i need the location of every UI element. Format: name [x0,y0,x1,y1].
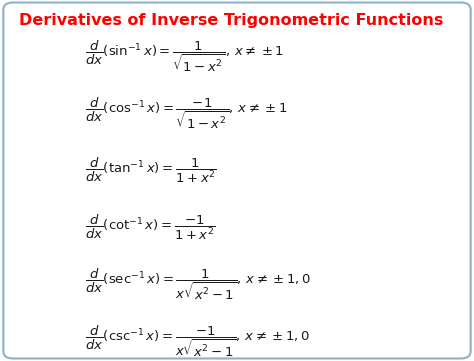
Text: $\dfrac{d}{dx}\left(\cos^{-1}x\right) = \dfrac{-1}{\sqrt{1-x^2}},\,x\neq\pm1$: $\dfrac{d}{dx}\left(\cos^{-1}x\right) = … [85,95,288,131]
Text: $\dfrac{d}{dx}\left(\tan^{-1}x\right) = \dfrac{1}{1+x^2}$: $\dfrac{d}{dx}\left(\tan^{-1}x\right) = … [85,155,217,185]
Text: $\dfrac{d}{dx}\left(\sin^{-1}x\right) = \dfrac{1}{\sqrt{1-x^2}},\,x\neq\pm1$: $\dfrac{d}{dx}\left(\sin^{-1}x\right) = … [85,38,284,74]
FancyBboxPatch shape [3,3,471,358]
Text: Derivatives of Inverse Trigonometric Functions: Derivatives of Inverse Trigonometric Fun… [19,13,443,28]
Text: $\dfrac{d}{dx}\left(\cot^{-1}x\right) = \dfrac{-1}{1+x^2}$: $\dfrac{d}{dx}\left(\cot^{-1}x\right) = … [85,212,216,242]
Text: $\dfrac{d}{dx}\left(\csc^{-1}x\right) = \dfrac{-1}{x\sqrt{x^2-1}},\,x\neq\pm1,0$: $\dfrac{d}{dx}\left(\csc^{-1}x\right) = … [85,323,310,359]
Text: $\dfrac{d}{dx}\left(\sec^{-1}x\right) = \dfrac{1}{x\sqrt{x^2-1}},\,x\neq\pm1,0$: $\dfrac{d}{dx}\left(\sec^{-1}x\right) = … [85,266,311,302]
